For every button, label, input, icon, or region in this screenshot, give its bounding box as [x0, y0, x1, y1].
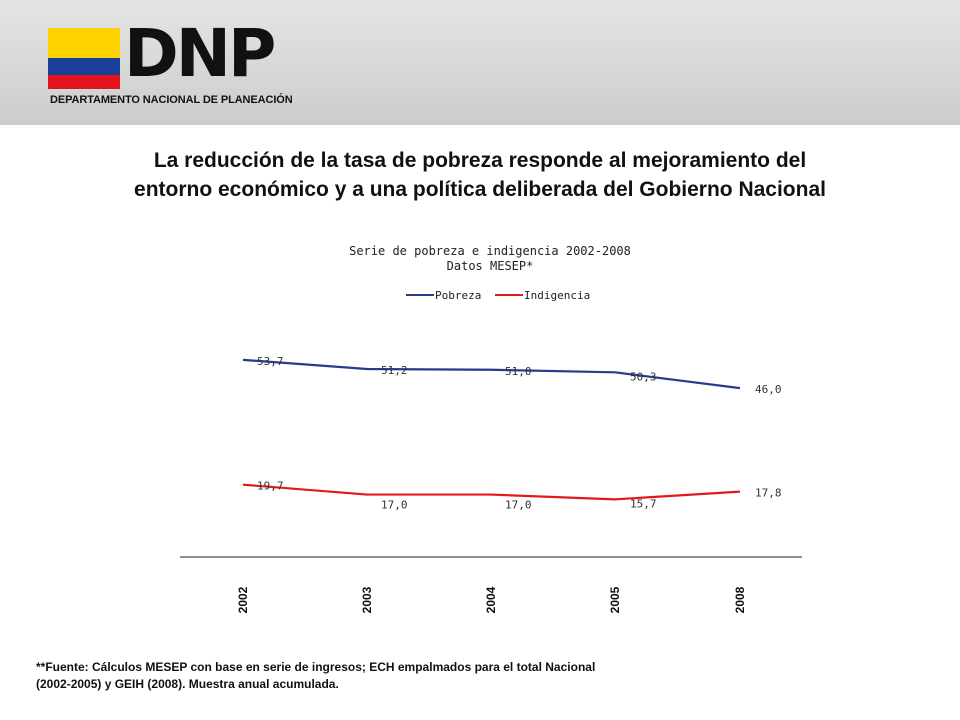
legend-label-0: Pobreza	[435, 289, 481, 302]
x-tick-label-2004: 2004	[484, 586, 498, 613]
data-label-pobreza-2003: 51,2	[381, 364, 408, 377]
legend-label-1: Indigencia	[524, 289, 590, 302]
x-tick-label-2003: 2003	[360, 586, 374, 613]
chart-subtitle: Datos MESEP*	[446, 259, 534, 273]
header-band: DNP DEPARTAMENTO NACIONAL DE PLANEACIÓN	[0, 0, 960, 125]
data-label-pobreza-2004: 51,0	[505, 365, 532, 378]
x-tick-label-2008: 2008	[733, 586, 747, 613]
x-tick-label-2005: 2005	[608, 586, 622, 613]
line-chart: 2002 2003 2004 2005 2008 Pobreza Indigencia 53,…	[180, 289, 802, 613]
data-label-pobreza-2005: 50,3	[630, 370, 657, 383]
flag-red-stripe	[48, 75, 120, 89]
data-label-indigencia-2003: 17,0	[381, 499, 408, 512]
source-footnote: **Fuente: Cálculos MESEP con base en ser…	[36, 659, 696, 693]
logo-wordmark: DNP	[124, 15, 276, 92]
footnote-line-2: (2002-2005) y GEIH (2008). Muestra anual…	[36, 677, 339, 691]
chart-title-block: Serie de pobreza e indigencia 2002-2008 …	[330, 244, 650, 274]
series-line-indigencia	[242, 483, 741, 501]
dnp-logo: DNP DEPARTAMENTO NACIONAL DE PLANEACIÓN	[48, 15, 298, 108]
x-tick-label-2002: 2002	[236, 586, 250, 613]
slide-title-line-1: La reducción de la tasa de pobreza respo…	[153, 149, 807, 172]
data-label-indigencia-2002: 19,7	[257, 480, 284, 493]
slide-title-line-2: entorno económico y a una política delib…	[134, 178, 826, 201]
flag-yellow-stripe	[48, 28, 120, 58]
flag-blue-stripe	[48, 58, 120, 75]
slide-title: La reducción de la tasa de pobreza respo…	[40, 146, 920, 204]
logo-subtitle: DEPARTAMENTO NACIONAL DE PLANEACIÓN	[50, 94, 293, 106]
footnote-line-1: **Fuente: Cálculos MESEP con base en ser…	[36, 660, 596, 674]
data-label-indigencia-2005: 15,7	[630, 497, 657, 510]
data-label-pobreza-2002: 53,7	[257, 355, 284, 368]
chart-title: Serie de pobreza e indigencia 2002-2008	[349, 244, 631, 258]
data-label-indigencia-2008: 17,8	[755, 487, 782, 500]
data-label-pobreza-2008: 46,0	[755, 383, 782, 396]
series-line-pobreza	[242, 358, 741, 390]
data-label-indigencia-2004: 17,0	[505, 499, 532, 512]
